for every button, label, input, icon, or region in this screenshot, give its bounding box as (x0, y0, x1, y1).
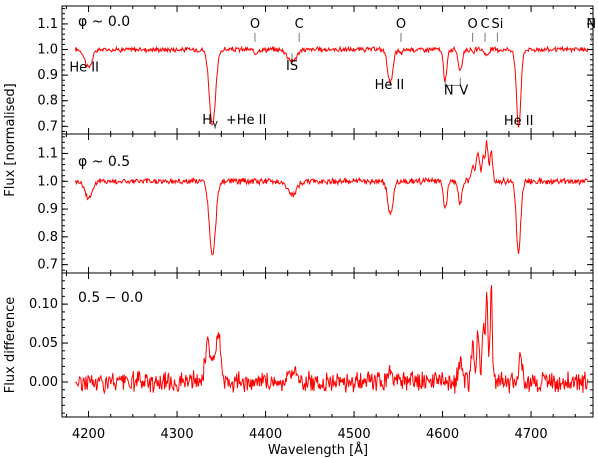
annotations (254, 32, 592, 86)
y-ticks: 0.00 0.05 0.10 (29, 272, 593, 414)
y-tick-label: 0.8 (37, 94, 58, 109)
x-axis-label: Wavelength [Å] (268, 442, 368, 458)
annotation-label: H (202, 113, 212, 128)
y-ticks: 0.7 0.8 0.9 1.0 1.1 (37, 136, 593, 273)
x-tick-label: 4400 (249, 427, 282, 442)
annotation-label: He II (69, 60, 99, 75)
annotation-label: N (444, 83, 454, 98)
x-tick-label: 4200 (72, 427, 105, 442)
y-axis-label-top: Flux [normalised] (3, 83, 18, 196)
panel-label: φ ~ 0.5 (78, 154, 130, 170)
annotation-label: O (468, 17, 478, 32)
annotation-label: N (586, 17, 596, 32)
panel-difference: 0.00 0.05 0.10 0.5 − 0.0 (29, 272, 594, 418)
x-tick-label: 4300 (161, 427, 194, 442)
annotation-label: He II (375, 78, 405, 93)
annotation-labels: He IIO C ISO He IIO C Si N N V Hγ +He II He II (69, 17, 596, 130)
annotation-label: O (250, 17, 260, 32)
annotation-label: O (396, 17, 406, 32)
x-ticks: 4200 4300 4400 4500 4600 4700 (65, 6, 576, 442)
annotation-label: IS (286, 59, 298, 74)
panel-label: 0.5 − 0.0 (78, 290, 143, 306)
annotation-label: V (459, 83, 468, 98)
annotation-label: He II (504, 114, 534, 129)
y-tick-label: 1.0 (37, 43, 58, 58)
y-tick-label: 0.9 (37, 68, 58, 83)
annotation-label: +He II (226, 113, 266, 128)
y-tick-label: 0.05 (29, 336, 58, 351)
y-axis-label-bottom: Flux difference (3, 297, 18, 393)
panel-phase-0: 0.70.80.91.01.1 He IIO C ISO He IIO C Si N N V Hγ… (37, 5, 596, 135)
y-tick-label: 0.9 (37, 202, 58, 217)
panel-frame (61, 272, 594, 418)
difference-line (75, 285, 589, 395)
y-tick-label: 1.0 (37, 174, 58, 189)
spectrum-line (74, 45, 589, 128)
x-tick-label: 4700 (515, 427, 548, 442)
panel-frame (61, 133, 594, 274)
y-tick-label: 1.1 (37, 17, 58, 32)
annotation-label: C (295, 17, 304, 32)
y-tick-label: 1.1 (37, 146, 58, 161)
y-ticks: 0.7 0.8 0.9 1.0 1.1 (37, 8, 593, 134)
x-tick-label: 4600 (426, 427, 459, 442)
annotation-label: γ (212, 118, 218, 129)
x-tick-label: 4500 (338, 427, 371, 442)
panel-phase-05: 0.7 0.8 0.9 1.0 1.1 φ ~ 0.5 (37, 133, 594, 274)
y-tick-label: 0.10 (29, 297, 58, 312)
spectrum-line (74, 140, 589, 256)
y-tick-label: 0.8 (37, 230, 58, 245)
panel-label: φ ~ 0.0 (78, 14, 130, 30)
y-tick-label: 0.00 (29, 375, 58, 390)
annotation-label: Si (491, 17, 503, 32)
y-tick-label: 0.7 (37, 119, 58, 134)
annotation-label: C (480, 17, 489, 32)
y-tick-label: 0.7 (37, 258, 58, 273)
